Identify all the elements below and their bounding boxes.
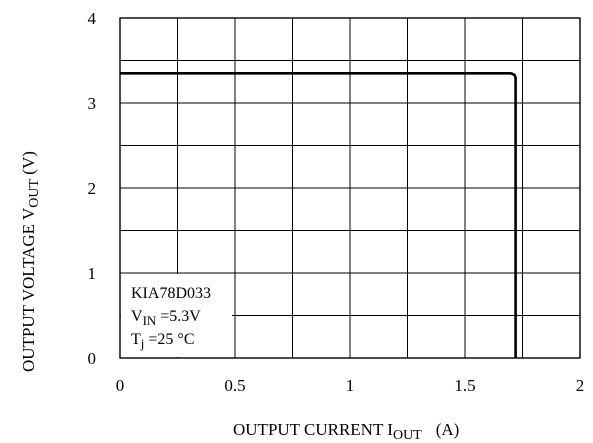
y-tick-label: 4 (88, 9, 97, 28)
input-voltage-text: VIN =5.3V (131, 308, 201, 328)
x-axis-label: OUTPUT CURRENT IOUT (A) (233, 420, 459, 443)
y-axis-label: OUTPUT VOLTAGE VOUT (V) (19, 151, 42, 372)
plot-frame (119, 17, 581, 359)
x-tick-labels: 0 0.5 1 1.5 2 (116, 376, 585, 395)
conditions-box: KIA78D033 VIN =5.3V Tj =25 °C (121, 274, 232, 357)
x-tick-label: 1.5 (454, 376, 475, 395)
conditions-box-background (121, 274, 232, 357)
series-layer (120, 72, 517, 358)
x-tick-label: 1 (346, 376, 355, 395)
y-tick-labels: 0 1 2 3 4 (88, 9, 97, 368)
y-tick-label: 0 (88, 349, 97, 368)
output-voltage-curve (120, 72, 517, 358)
y-tick-label: 3 (88, 94, 97, 113)
y-tick-label: 2 (88, 179, 97, 198)
x-tick-label: 0.5 (224, 376, 245, 395)
junction-temp-text: Tj =25 °C (131, 331, 195, 351)
device-name-text: KIA78D033 (131, 285, 211, 302)
grid-lines (120, 18, 580, 358)
x-tick-label: 0 (116, 376, 125, 395)
x-tick-label: 2 (576, 376, 585, 395)
y-tick-label: 1 (88, 264, 97, 283)
